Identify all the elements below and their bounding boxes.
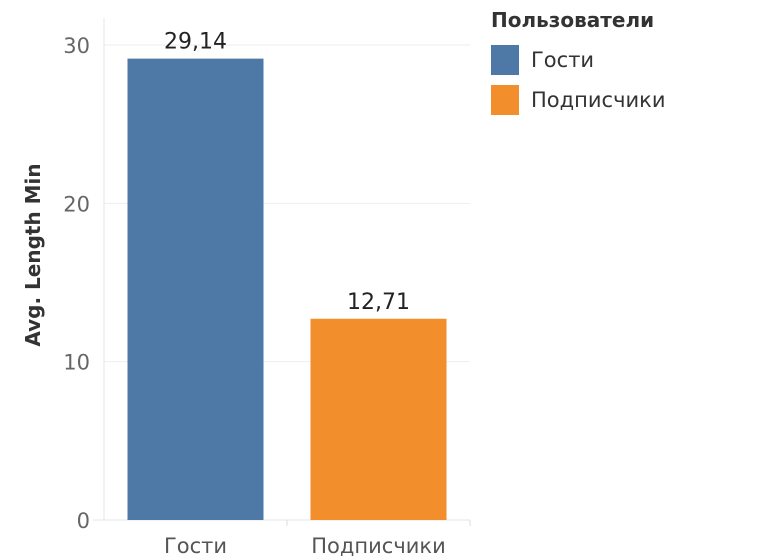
value-labels: 29,14 12,71 — [164, 30, 410, 315]
legend-swatch-guests — [491, 45, 519, 75]
y-tick-label: 20 — [63, 192, 90, 216]
legend: Пользователи Гости Подписчики — [491, 8, 665, 120]
value-label: 12,71 — [347, 290, 410, 315]
legend-swatch-subscribers — [491, 85, 519, 115]
legend-label-guests: Гости — [531, 48, 595, 72]
x-tick-labels: Гости Подписчики — [164, 534, 446, 558]
legend-title: Пользователи — [491, 8, 655, 32]
bars — [127, 58, 447, 520]
x-tick-label: Гости — [164, 534, 227, 558]
y-tick-label: 0 — [77, 509, 90, 533]
bar[interactable] — [127, 58, 264, 520]
y-tick-label: 10 — [63, 351, 90, 375]
x-tick-label: Подписчики — [311, 534, 445, 558]
legend-item-guests[interactable]: Гости — [491, 40, 665, 80]
y-axis-title: Avg. Length Min — [21, 163, 45, 346]
legend-item-subscribers[interactable]: Подписчики — [491, 80, 665, 120]
value-label: 29,14 — [164, 30, 227, 55]
legend-label-subscribers: Подписчики — [531, 88, 666, 112]
y-tick-labels: 0 10 20 30 — [63, 34, 90, 533]
y-tick-label: 30 — [63, 34, 90, 58]
bar-chart: 0 10 20 30 29,14 12,71 Гости Подписчики Avg. … — [21, 18, 471, 558]
bar[interactable] — [310, 318, 447, 520]
